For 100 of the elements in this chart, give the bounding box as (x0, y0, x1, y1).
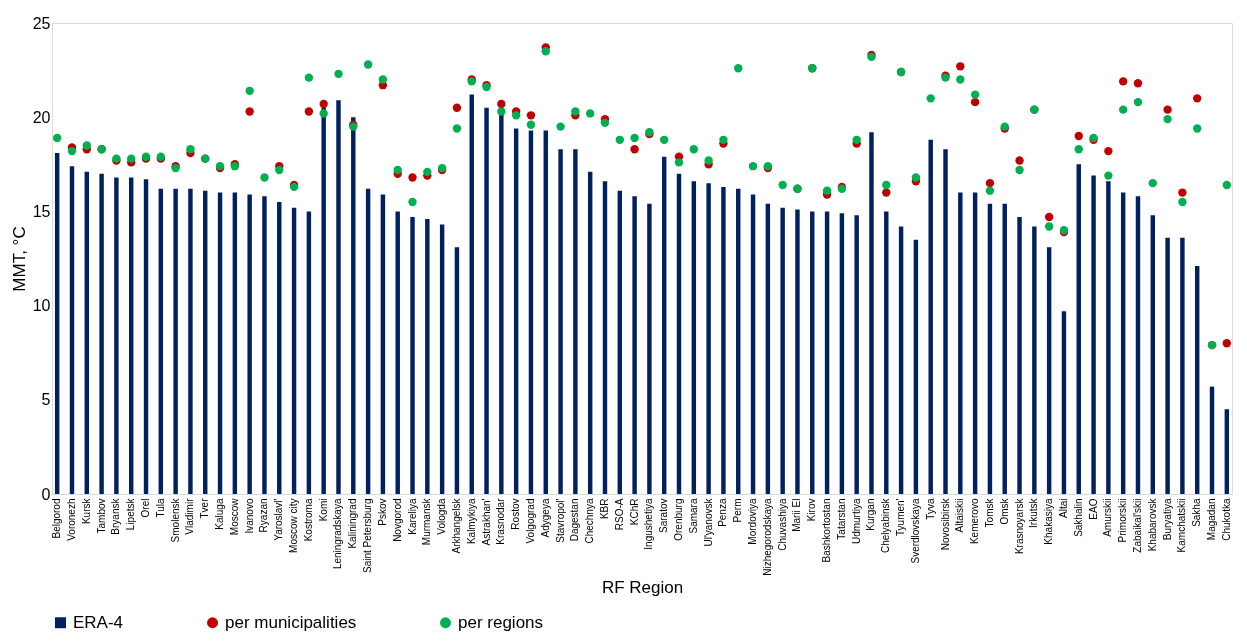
bar (380, 194, 386, 494)
x-tick-label: Pskov (376, 498, 388, 526)
x-tick-label: Belgorod (51, 498, 63, 539)
bar (1032, 226, 1037, 494)
x-tick-label: Khakasiya (1043, 498, 1055, 545)
bar (306, 211, 312, 494)
bar (188, 188, 193, 494)
x-tick-label: Moscow city (288, 498, 300, 553)
x-tick-label: Tyumen' (895, 498, 907, 536)
x-tick-label: Krasnodar (495, 497, 507, 545)
bar (558, 149, 563, 494)
x-tick-label: Marii El (791, 498, 803, 532)
bar (884, 211, 889, 494)
x-tick-label: Moscow (228, 497, 240, 536)
x-axis-title: RF Region (601, 577, 684, 597)
x-tick-label: Smolensk (169, 497, 181, 543)
bar (913, 239, 919, 494)
bar (1091, 175, 1096, 494)
bar (84, 171, 90, 494)
bar (750, 194, 756, 494)
x-tick-label: Arkhangelsk (450, 497, 462, 554)
y-tick-label: 5 (41, 391, 51, 409)
bar (573, 149, 578, 494)
x-tick-label: Bashkortostan (821, 498, 833, 563)
bar (676, 173, 682, 494)
x-tick-label: Chukotka (1220, 498, 1232, 541)
bar (898, 226, 904, 494)
bar (765, 203, 771, 494)
x-tick-label: Kamchatskii (1176, 498, 1188, 553)
x-tick-label: Chechnya (584, 498, 596, 544)
bar (661, 156, 667, 494)
x-tick-label: Sverdlovskaya (909, 498, 921, 564)
bar (439, 224, 445, 494)
bar (987, 203, 993, 494)
x-tick-label: Kareliya (406, 498, 418, 535)
bar (469, 94, 474, 494)
x-tick-label: Tatarstan (835, 498, 847, 540)
x-tick-label: Chelyabinsk (880, 497, 892, 553)
bar (484, 107, 489, 494)
x-tick-label: Bryansk (110, 497, 122, 535)
x-tick-label: Orenburg (673, 498, 685, 541)
bar (336, 100, 341, 494)
x-tick-label: Samara (687, 498, 699, 534)
x-tick-label: Ivanovo (243, 498, 255, 534)
x-tick-label: Omsk (998, 497, 1010, 525)
x-tick-label: Altai (1057, 498, 1069, 518)
bar (365, 188, 371, 494)
x-tick-label: Krasnoyarsk (1013, 497, 1025, 555)
x-tick-label: Tomsk (983, 497, 995, 528)
bar (351, 117, 356, 494)
legend-label: per regions (458, 612, 544, 632)
bar (780, 207, 785, 494)
bar (1046, 247, 1052, 494)
bar (869, 132, 874, 494)
x-tick-label: Ingushetiya (643, 498, 655, 550)
bar (128, 177, 134, 494)
bar (114, 177, 119, 494)
x-tick-label: Primorskii (1117, 498, 1129, 543)
x-tick-label: Kirov (806, 498, 818, 522)
y-tick-label: 10 (32, 297, 51, 315)
x-tick-label: Perm (732, 498, 744, 523)
bar (928, 139, 933, 494)
bar (632, 196, 637, 494)
x-tick-label: Nizhegorodskaya (761, 498, 773, 576)
x-tick-label: Yaroslavl' (273, 498, 285, 541)
x-tick-label: Novosibirsk (939, 497, 951, 551)
x-tick-label: Irkutsk (1028, 497, 1040, 528)
bar (972, 192, 978, 494)
bar (513, 128, 519, 494)
y-tick-label: 0 (41, 485, 51, 503)
x-tick-label: Voronezh (65, 498, 77, 541)
x-tick-label: Stavropol' (554, 498, 566, 543)
x-tick-label: Udmurtiya (850, 498, 862, 545)
bar (1120, 192, 1126, 494)
x-tick-label: Tyva (924, 498, 936, 520)
bar (1165, 237, 1170, 494)
bar (587, 171, 593, 494)
bar (691, 181, 697, 494)
bar (99, 173, 104, 494)
x-tick-label: Kursk (80, 497, 92, 525)
x-tick-label: Khabarovsk (1146, 497, 1158, 552)
bar (1135, 196, 1141, 494)
bar (706, 183, 711, 494)
bar (158, 188, 164, 494)
x-tick-label: Kaliningrad (347, 498, 359, 549)
bar (1061, 311, 1067, 494)
bar (143, 179, 149, 494)
bar (203, 190, 208, 494)
x-tick-label: Rostov (510, 498, 522, 530)
bar (454, 247, 460, 494)
bar (617, 190, 623, 494)
bar (217, 192, 223, 494)
y-tick-label: 15 (32, 202, 51, 220)
bar (232, 192, 238, 494)
x-tick-label: Murmansk (421, 497, 433, 546)
bar (262, 196, 267, 494)
bar (395, 211, 400, 494)
x-tick-label: Kaluga (214, 498, 226, 530)
x-tick-label: Volgograd (524, 498, 536, 544)
x-tick-label: Tver (199, 497, 211, 519)
